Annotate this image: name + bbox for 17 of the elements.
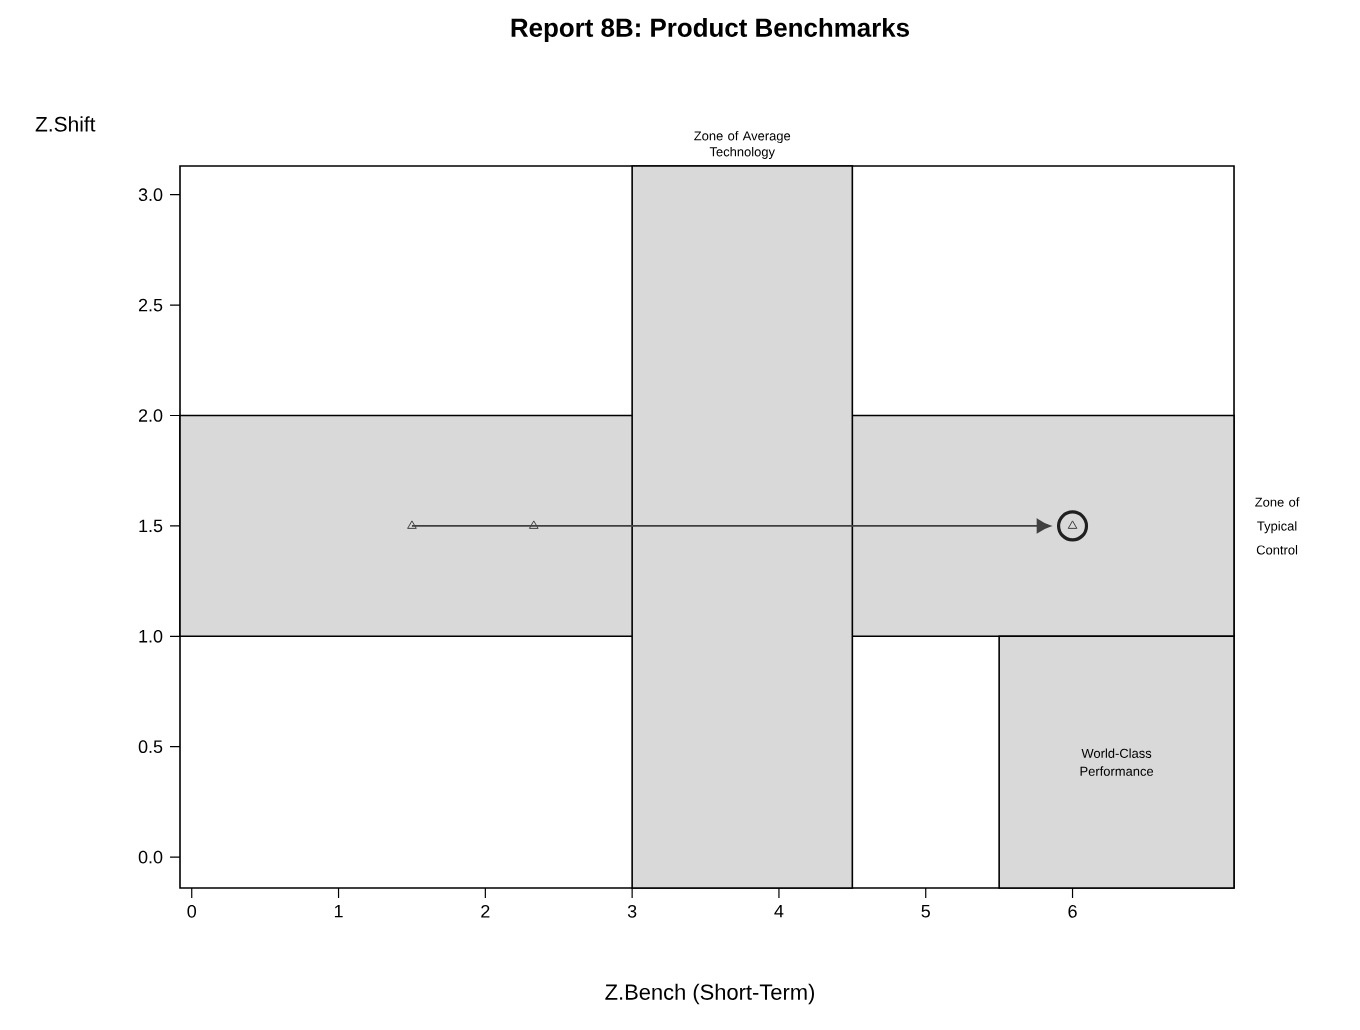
y-tick-label: 3.0: [138, 188, 163, 202]
x-tick-label: 5: [921, 905, 930, 918]
y-tick-label: 0.0: [138, 850, 163, 864]
y-tick-label: 2.0: [138, 409, 163, 422]
x-axis-title: Z.Bench (Short-Term): [605, 983, 814, 1005]
x-tick-label: 0: [187, 904, 197, 918]
x-tick-label: 2: [481, 904, 490, 918]
y-tick-label: 1.5: [139, 519, 163, 533]
x-tick-label: 3: [627, 904, 637, 918]
x-tick-label: 1: [334, 905, 343, 918]
x-tick-label: 4: [774, 905, 784, 918]
y-tick-label: 0.5: [138, 740, 163, 754]
x-tick-label: 6: [1068, 904, 1077, 918]
chart-title: Report 8B: Product Benchmarks: [511, 17, 909, 43]
y-tick-label: 2.5: [138, 298, 163, 312]
y-axis-title: Z.Shift: [35, 116, 96, 132]
y-tick-label: 1.0: [139, 629, 163, 643]
